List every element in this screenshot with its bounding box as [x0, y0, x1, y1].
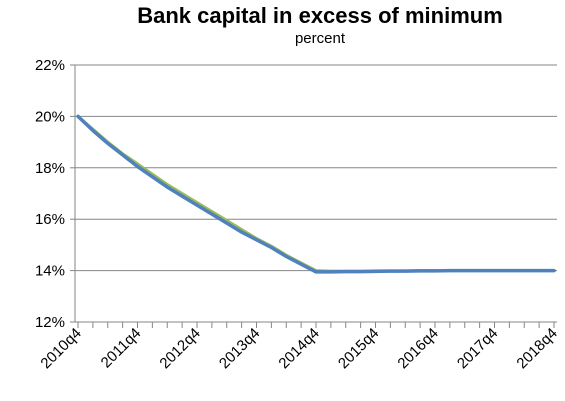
x-tick-label: 2011q4	[98, 325, 145, 372]
x-tick-label: 2010q4	[37, 325, 84, 372]
y-tick-label: 16%	[35, 211, 65, 228]
y-tick-label: 14%	[35, 263, 65, 280]
y-tick-labels: 12% 14% 16% 18% 20% 22%	[35, 57, 65, 331]
gridlines	[70, 64, 557, 323]
axes	[74, 65, 557, 323]
series-line-1	[76, 114, 556, 273]
y-tick-label: 22%	[35, 57, 65, 74]
series-line-2	[76, 114, 556, 274]
series-lines	[76, 114, 556, 274]
x-tick-label: 2014q4	[275, 325, 322, 372]
x-tick-label: 2012q4	[156, 325, 203, 372]
chart-subtitle: percent	[294, 30, 346, 47]
x-tick-label: 2013q4	[216, 325, 263, 372]
x-tick-labels: 2010q4 2011q4 2012q4 2013q4 2014q4 2015q4 2016…	[37, 325, 560, 372]
x-ticks	[77, 322, 555, 328]
x-tick-label: 2016q4	[394, 325, 441, 372]
x-tick-label: 2017q4	[454, 325, 501, 372]
y-tick-label: 18%	[35, 160, 65, 177]
y-tick-label: 20%	[35, 108, 65, 125]
chart-title: Bank capital in excess of minimum	[137, 3, 503, 28]
x-tick-label: 2018q4	[513, 325, 560, 372]
y-tick-label: 12%	[35, 314, 65, 331]
x-tick-label: 2015q4	[335, 325, 382, 372]
